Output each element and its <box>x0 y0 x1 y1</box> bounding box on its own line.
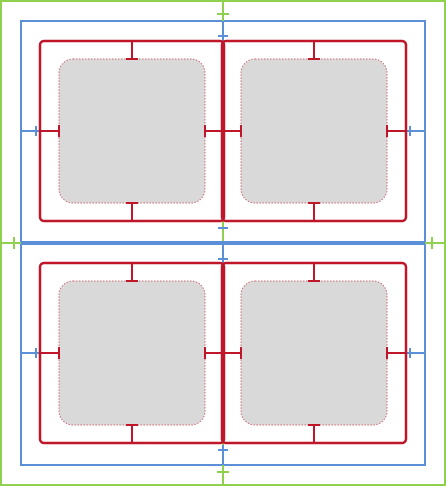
cell-r1c1 <box>38 39 226 223</box>
top-padding-marker <box>308 263 320 282</box>
left-blue-marker-row1 <box>21 126 41 136</box>
left-padding-marker <box>40 125 60 137</box>
bottom-padding-marker <box>308 424 320 443</box>
bottom-outer-marker <box>217 465 229 473</box>
bottom-blue-marker <box>218 445 228 465</box>
right-padding-marker <box>386 347 406 359</box>
right-padding-marker <box>386 125 406 137</box>
top-padding-marker <box>126 263 138 282</box>
content-box <box>240 58 388 204</box>
right-blue-marker-row1 <box>405 126 425 136</box>
left-blue-marker-row2 <box>21 348 41 358</box>
left-padding-marker <box>40 347 60 359</box>
middle-blue-marker <box>218 227 228 264</box>
left-outer-marker <box>13 237 21 249</box>
bottom-padding-marker <box>126 202 138 221</box>
content-box <box>240 280 388 426</box>
left-padding-marker <box>222 347 242 359</box>
top-padding-marker <box>126 41 138 60</box>
cell-r2c1 <box>38 261 226 445</box>
bottom-padding-marker <box>126 424 138 443</box>
content-box <box>58 280 206 426</box>
content-box <box>58 58 206 204</box>
cell-r1c2 <box>220 39 408 223</box>
right-outer-marker <box>425 237 433 249</box>
left-padding-marker <box>222 125 242 137</box>
top-padding-marker <box>308 41 320 60</box>
outer-spacing-markers <box>13 13 433 473</box>
cell-r2c2 <box>220 261 408 445</box>
top-outer-marker <box>217 13 229 21</box>
top-blue-marker-row1 <box>218 21 228 41</box>
bottom-padding-marker <box>308 202 320 221</box>
right-blue-marker-row2 <box>405 348 425 358</box>
container-padding-markers <box>21 21 425 465</box>
cells-layer <box>38 39 408 445</box>
